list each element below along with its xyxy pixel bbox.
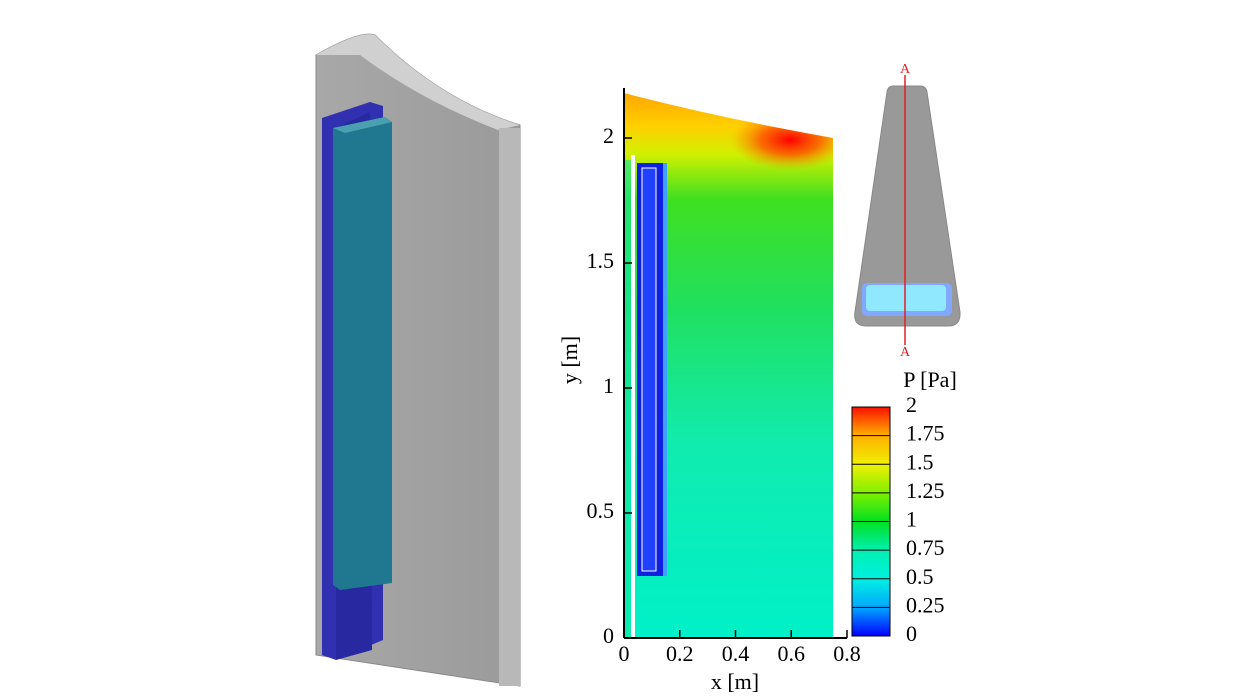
x-tick-label: 0.2 <box>666 641 694 666</box>
y-axis-label: y [m] <box>557 336 582 384</box>
y-tick-label: 0.5 <box>587 498 615 523</box>
x-tick-label: 0.4 <box>722 641 750 666</box>
x-tick-label: 0.6 <box>778 641 806 666</box>
y-tick-label: 2 <box>603 123 614 148</box>
colorbar-tick-label: 0.25 <box>906 592 945 617</box>
section-label: A <box>900 345 911 360</box>
y-tick-label: 1 <box>603 373 614 398</box>
y-tick-label: 1.5 <box>587 248 615 273</box>
x-tick-label: 0 <box>619 641 630 666</box>
colorbar-tick-label: 0.75 <box>906 535 945 560</box>
section-label: A <box>900 62 911 77</box>
x-axis-label: x [m] <box>711 669 759 694</box>
colorbar-tick-label: 1.75 <box>906 421 945 446</box>
axes: x [m] y [m] P [Pa] <box>557 336 957 694</box>
colorbar-tick-label: 0.5 <box>906 564 934 589</box>
colorbar-tick-label: 1.25 <box>906 478 945 503</box>
colorbar-tick-label: 0 <box>906 621 917 646</box>
section-diagram: A A <box>854 62 961 360</box>
contour-field <box>624 93 833 638</box>
colorbar-tick-label: 2 <box>906 392 917 417</box>
y-tick-label: 0 <box>603 623 614 648</box>
colorbar-tick-label: 1 <box>906 507 917 532</box>
x-tick-label: 0.8 <box>833 641 861 666</box>
colorbar-title: P [Pa] <box>903 367 957 392</box>
colorbar-tick-label: 1.5 <box>906 449 934 474</box>
model-render <box>315 33 521 687</box>
